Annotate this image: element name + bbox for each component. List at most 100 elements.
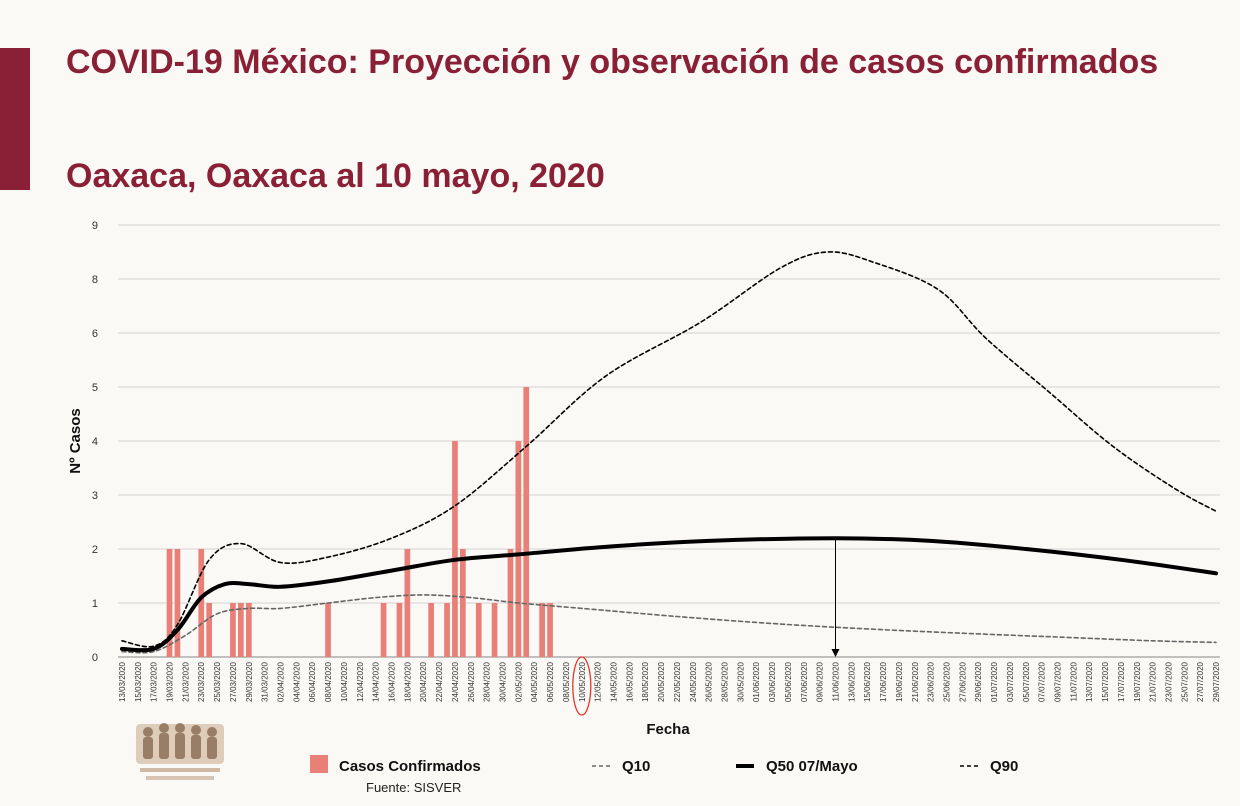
x-tick-label: 12/04/2020 (356, 661, 365, 702)
legend-swatch-bars (310, 755, 328, 773)
x-tick-label: 22/05/2020 (673, 661, 682, 702)
bar-casos-confirmados (523, 387, 530, 657)
x-tick-label: 19/03/2020 (166, 661, 175, 702)
x-tick-label: 25/03/2020 (213, 661, 222, 702)
bar-casos-confirmados (444, 603, 450, 657)
bar-casos-confirmados (475, 603, 482, 657)
series-line-q90 (121, 251, 1217, 648)
x-tick-label: 30/05/2020 (736, 661, 745, 702)
highlight-marker (572, 656, 592, 716)
x-tick-label: 22/04/2020 (435, 661, 444, 702)
bar-casos-confirmados (428, 603, 434, 657)
x-tick-label: 21/06/2020 (911, 661, 920, 702)
x-tick-label: 28/05/2020 (721, 661, 730, 702)
x-tick-label: 12/05/2020 (594, 661, 603, 702)
bar-casos-confirmados (206, 603, 212, 657)
x-tick-label: 18/05/2020 (641, 661, 650, 702)
x-tick-label: 19/07/2020 (1133, 661, 1142, 702)
x-tick-label: 09/06/2020 (816, 661, 825, 702)
x-tick-label: 24/05/2020 (689, 661, 698, 702)
y-tick-label: 4 (92, 436, 98, 448)
bar-casos-confirmados (404, 549, 411, 657)
x-tick-label: 25/07/2020 (1180, 661, 1189, 702)
accent-bar (0, 48, 30, 190)
x-tick-label: 02/05/2020 (514, 661, 523, 702)
bar-casos-confirmados (238, 603, 244, 657)
page-subtitle: Oaxaca, Oaxaca al 10 mayo, 2020 (66, 157, 605, 195)
x-tick-label: 23/03/2020 (197, 661, 206, 702)
legend-label-q90: Q90 (990, 758, 1018, 775)
x-tick-label: 08/04/2020 (324, 661, 333, 702)
government-logo (136, 723, 224, 780)
bar-casos-confirmados (166, 549, 173, 657)
peak-marker-arrowhead (831, 649, 840, 657)
x-tick-label: 06/05/2020 (546, 661, 555, 702)
bar-casos-confirmados (380, 603, 387, 657)
bar-casos-confirmados (396, 603, 403, 657)
legend-label-q50-07-mayo: Q50 07/Mayo (766, 758, 858, 775)
bar-casos-confirmados (515, 441, 522, 657)
x-tick-label: 29/03/2020 (245, 661, 254, 702)
y-tick-label: 6 (92, 328, 98, 340)
x-tick-label: 24/04/2020 (451, 661, 460, 702)
y-tick-label: 2 (92, 544, 98, 556)
bar-casos-confirmados (198, 549, 205, 657)
x-tick-label: 11/07/2020 (1069, 661, 1078, 701)
x-tick-label: 23/06/2020 (927, 661, 936, 702)
x-axis-label: Fecha (646, 721, 690, 738)
bar-casos-confirmados (491, 603, 498, 657)
x-tick-label: 17/06/2020 (879, 661, 888, 702)
x-tick-label: 21/03/2020 (181, 661, 190, 702)
bar-casos-confirmados (230, 603, 236, 657)
x-tick-label: 04/05/2020 (530, 661, 539, 702)
x-tick-label: 20/04/2020 (419, 661, 428, 702)
x-tick-label: 14/04/2020 (372, 661, 381, 702)
x-tick-label: 09/07/2020 (1054, 661, 1063, 702)
x-tick-label: 29/06/2020 (974, 661, 983, 702)
x-tick-label: 03/07/2020 (1006, 661, 1015, 702)
x-tick-label: 03/06/2020 (768, 661, 777, 702)
x-tick-label: 15/07/2020 (1101, 661, 1110, 702)
x-tick-label: 13/07/2020 (1085, 661, 1094, 702)
series-line-q50-07-mayo (120, 536, 1218, 653)
bar-casos-confirmados (174, 549, 181, 657)
x-tick-label: 16/05/2020 (625, 661, 634, 702)
x-tick-label: 26/04/2020 (467, 661, 476, 702)
x-tick-label: 28/04/2020 (483, 661, 492, 702)
x-tick-label: 10/05/2020 (578, 661, 587, 702)
x-tick-label: 13/03/2020 (118, 661, 127, 702)
legend-label-bars: Casos Confirmados (339, 758, 481, 775)
x-tick-label: 21/07/2020 (1149, 661, 1158, 702)
y-tick-label: 0 (92, 652, 98, 664)
legend-label-q10: Q10 (622, 758, 650, 775)
x-tick-label: 15/06/2020 (863, 661, 872, 702)
x-tick-label: 16/04/2020 (388, 661, 397, 702)
y-tick-label: 5 (92, 382, 98, 394)
x-tick-label: 14/05/2020 (610, 661, 619, 702)
x-tick-label: 23/07/2020 (1165, 661, 1174, 702)
x-tick-label: 04/04/2020 (292, 661, 301, 702)
x-tick-label: 17/07/2020 (1117, 661, 1126, 702)
bar-casos-confirmados (539, 603, 545, 657)
x-tick-label: 08/05/2020 (562, 661, 571, 702)
x-tick-label: 25/06/2020 (943, 661, 952, 702)
x-tick-label: 30/04/2020 (499, 661, 508, 702)
bar-casos-confirmados (507, 549, 514, 657)
x-tick-label: 07/06/2020 (800, 661, 809, 702)
x-tick-label: 10/04/2020 (340, 661, 349, 702)
x-tick-label: 20/05/2020 (657, 661, 666, 702)
y-axis-label: Nº Casos (67, 408, 84, 474)
x-tick-label: 19/06/2020 (895, 661, 904, 702)
series-line-q10 (121, 594, 1217, 654)
x-tick-label: 05/06/2020 (784, 661, 793, 702)
x-tick-label: 17/03/2020 (150, 661, 159, 702)
y-tick-label: 8 (92, 274, 98, 286)
x-tick-label: 31/03/2020 (261, 661, 270, 702)
x-tick-label: 27/06/2020 (958, 661, 967, 702)
x-tick-label: 05/07/2020 (1022, 661, 1031, 702)
x-tick-label: 02/04/2020 (277, 661, 286, 702)
bar-casos-confirmados (246, 603, 252, 657)
x-tick-label: 15/03/2020 (134, 661, 143, 702)
y-tick-label: 9 (92, 220, 98, 232)
